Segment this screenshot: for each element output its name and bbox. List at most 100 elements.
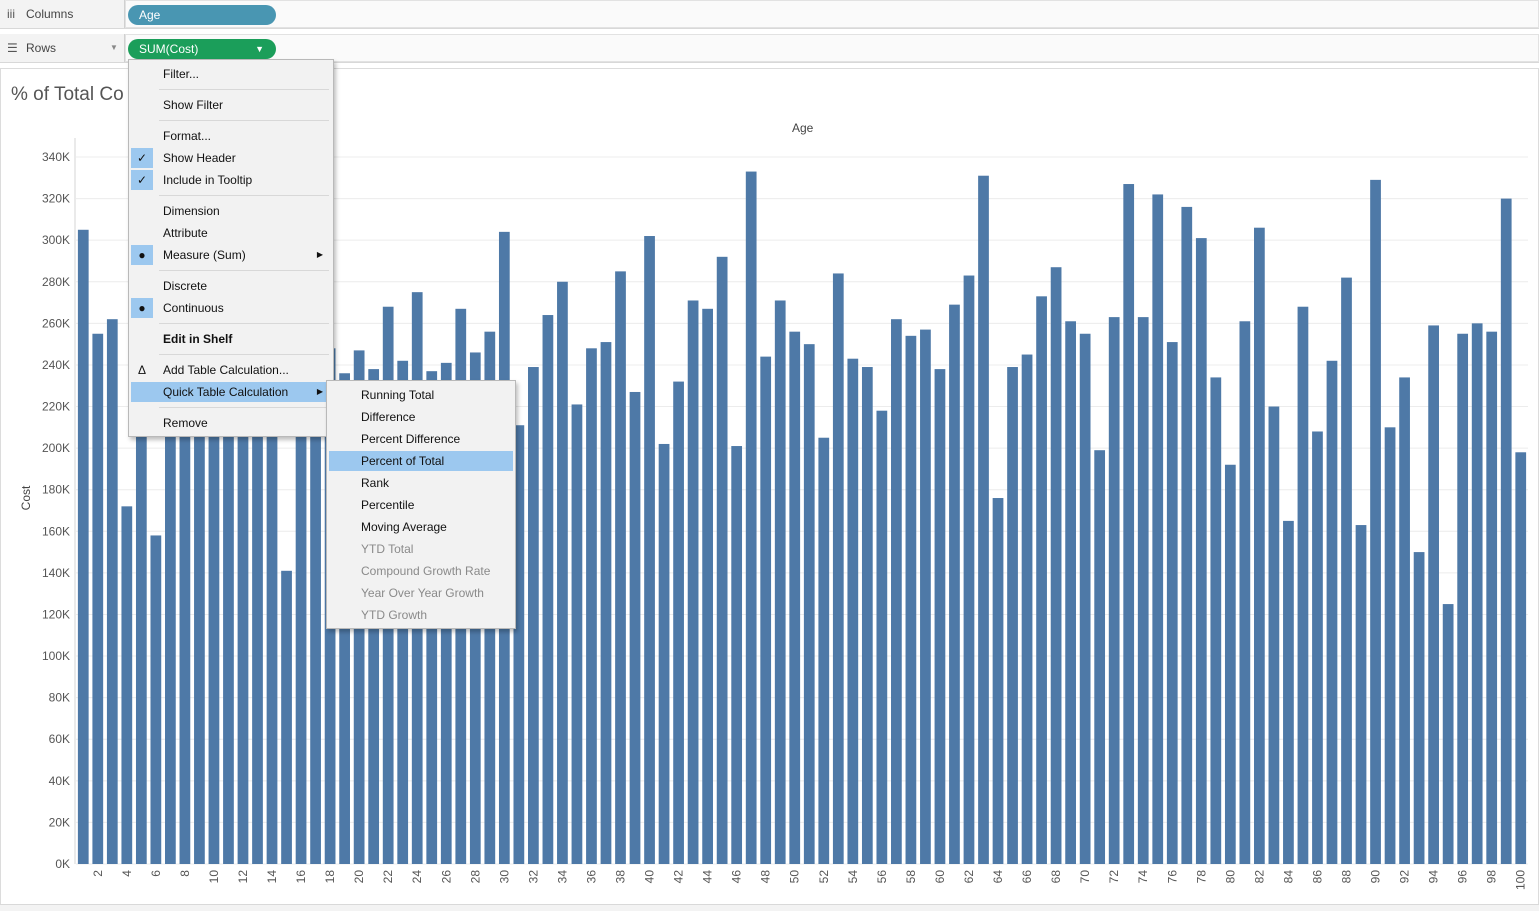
menu-item-remove[interactable]: Remove [131,413,331,433]
bar-age-9[interactable] [194,369,205,864]
bar-age-40[interactable] [644,236,655,864]
bar-age-51[interactable] [803,344,815,864]
rows-drop-area[interactable]: SUM(Cost) ▼ [125,34,1539,62]
bar-age-46[interactable] [731,446,743,864]
age-pill[interactable]: Age [128,5,276,25]
menu-item-discrete[interactable]: Discrete [131,276,331,296]
bar-age-82[interactable] [1254,227,1265,864]
bar-age-69[interactable] [1065,321,1076,864]
menu-item-include-in-tooltip[interactable]: ✓ Include in Tooltip [131,170,331,190]
bar-age-72[interactable] [1108,317,1120,864]
bar-age-10[interactable] [208,364,220,864]
bar-age-6[interactable] [150,535,162,864]
menu-item-add-table-calculation[interactable]: Δ Add Table Calculation... [131,360,331,380]
sum-cost-pill[interactable]: SUM(Cost) ▼ [128,39,276,59]
bar-age-65[interactable] [1007,367,1018,864]
bar-age-95[interactable] [1442,604,1454,864]
bar-age-47[interactable] [745,171,757,864]
bar-age-93[interactable] [1413,552,1425,864]
menu-item-measure-sum[interactable]: ● Measure (Sum) ▶ [131,245,331,265]
bar-age-17[interactable] [310,360,321,864]
bar-age-57[interactable] [891,319,902,864]
bar-age-52[interactable] [818,437,830,864]
bar-age-99[interactable] [1500,198,1512,865]
bar-age-66[interactable] [1021,354,1033,864]
bar-age-14[interactable] [266,369,278,864]
bar-age-84[interactable] [1283,520,1294,864]
bar-age-71[interactable] [1094,450,1106,864]
bar-age-5[interactable] [135,431,147,864]
bar-age-34[interactable] [557,281,568,864]
bar-age-7[interactable] [165,354,176,864]
bar-age-35[interactable] [571,404,583,864]
bar-age-36[interactable] [586,348,597,864]
bar-age-87[interactable] [1326,360,1338,864]
menu-item-edit-in-shelf[interactable]: Edit in Shelf [131,329,331,349]
bar-age-94[interactable] [1428,325,1439,864]
bar-age-11[interactable] [223,356,234,864]
submenu-item-percentile[interactable]: Percentile [329,495,513,515]
bar-age-59[interactable] [920,329,931,865]
bar-age-55[interactable] [861,367,873,864]
bar-age-90[interactable] [1370,179,1381,864]
bar-age-53[interactable] [832,273,844,864]
bar-age-63[interactable] [978,175,989,864]
rows-dropdown-icon[interactable]: ▼ [110,43,118,52]
bar-age-56[interactable] [876,410,888,864]
bar-age-42[interactable] [673,381,684,864]
bar-age-43[interactable] [687,300,699,865]
bar-age-8[interactable] [179,364,191,864]
menu-item-show-header[interactable]: ✓ Show Header [131,148,331,168]
menu-item-format[interactable]: Format... [131,126,331,146]
bar-age-16[interactable] [295,373,307,864]
bar-age-79[interactable] [1210,377,1222,864]
bar-age-4[interactable] [121,506,133,864]
submenu-item-difference[interactable]: Difference [329,407,513,427]
bar-age-91[interactable] [1384,427,1396,864]
bar-age-92[interactable] [1399,377,1410,864]
bar-age-76[interactable] [1166,342,1178,864]
bar-age-50[interactable] [789,331,801,864]
bar-age-62[interactable] [963,275,975,864]
bar-age-41[interactable] [658,443,670,864]
bar-age-39[interactable] [629,391,641,864]
menu-item-quick-table-calculation[interactable]: Quick Table Calculation ▶ [131,382,331,402]
bar-age-89[interactable] [1355,525,1367,864]
bar-age-12[interactable] [237,369,249,864]
bar-age-3[interactable] [106,319,118,864]
bar-age-68[interactable] [1050,267,1062,865]
bar-age-74[interactable] [1137,317,1149,864]
menu-item-filter[interactable]: Filter... [131,64,331,84]
bar-age-54[interactable] [847,358,859,864]
bar-age-98[interactable] [1486,331,1498,864]
bar-age-78[interactable] [1195,238,1207,865]
bar-age-38[interactable] [615,271,626,864]
submenu-item-moving-average[interactable]: Moving Average [329,517,513,537]
menu-item-attribute[interactable]: Attribute [131,223,331,243]
bar-age-45[interactable] [716,256,728,864]
bar-age-100[interactable] [1515,452,1527,864]
bar-age-88[interactable] [1341,277,1352,864]
bar-age-60[interactable] [934,369,946,864]
bar-age-81[interactable] [1239,321,1251,864]
bar-age-37[interactable] [600,342,612,864]
submenu-item-running-total[interactable]: Running Total [329,385,513,405]
menu-item-dimension[interactable]: Dimension [131,201,331,221]
bar-age-61[interactable] [949,304,960,864]
bar-age-44[interactable] [702,308,713,864]
submenu-item-rank[interactable]: Rank [329,473,513,493]
submenu-item-percent-difference[interactable]: Percent Difference [329,429,513,449]
bar-age-70[interactable] [1079,333,1091,864]
bar-age-13[interactable] [252,362,263,864]
bar-age-58[interactable] [905,335,917,865]
bar-age-75[interactable] [1152,194,1164,864]
bar-age-32[interactable] [528,367,539,864]
bar-age-64[interactable] [992,498,1004,864]
submenu-item-percent-of-total[interactable]: Percent of Total [329,451,513,471]
bar-age-80[interactable] [1224,464,1236,864]
bar-age-96[interactable] [1457,333,1469,864]
bar-age-97[interactable] [1471,323,1483,865]
menu-item-continuous[interactable]: ● Continuous [131,298,331,318]
bar-age-85[interactable] [1297,306,1309,865]
bar-age-83[interactable] [1268,406,1280,864]
